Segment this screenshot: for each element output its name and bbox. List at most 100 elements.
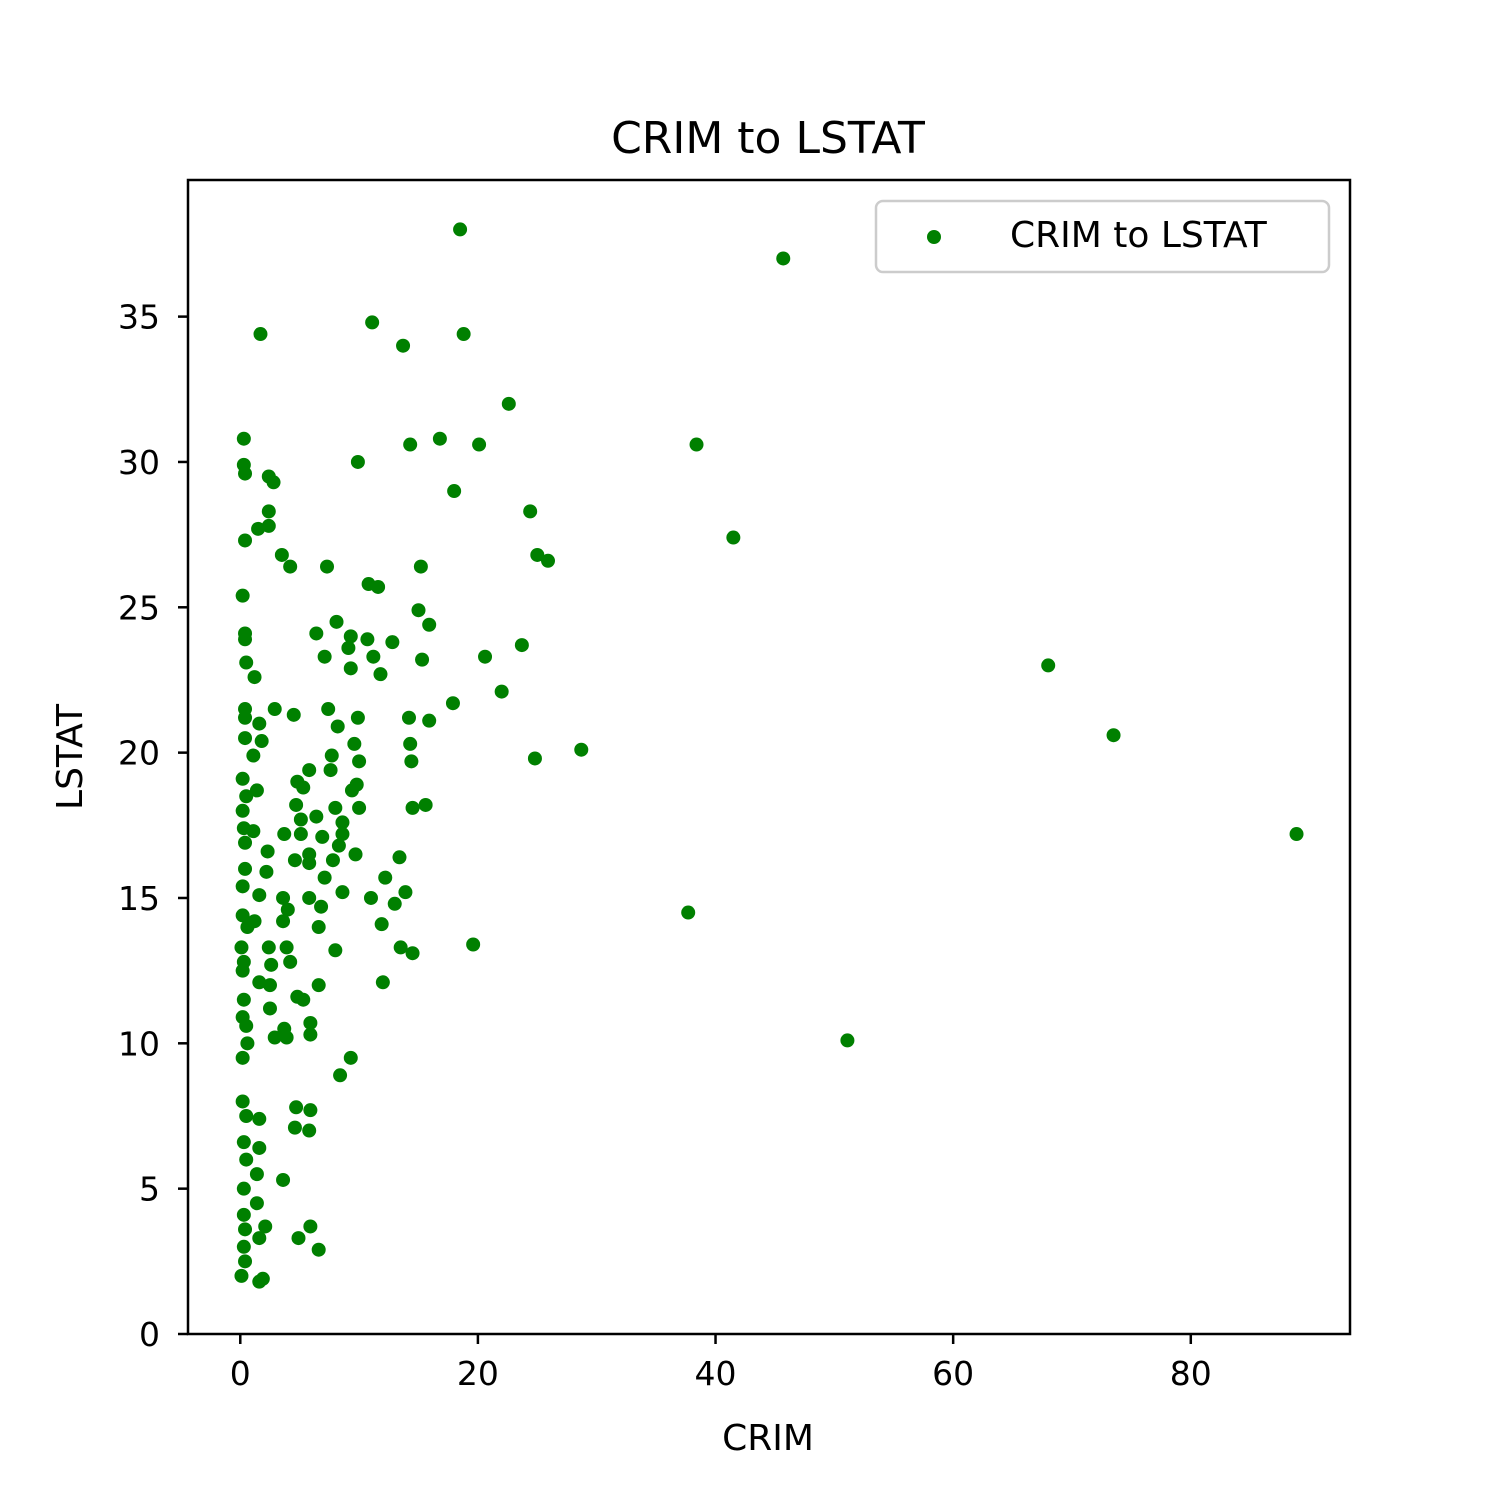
data-point	[260, 844, 275, 859]
data-point	[405, 800, 420, 815]
data-point	[530, 547, 545, 562]
data-point	[276, 890, 291, 905]
legend-box	[874, 199, 1331, 274]
data-point	[302, 763, 317, 778]
data-point	[311, 920, 326, 935]
data-point	[303, 1015, 318, 1030]
data-point	[234, 940, 249, 955]
data-point	[375, 975, 390, 990]
data-point	[302, 1123, 317, 1138]
data-point	[315, 829, 330, 844]
y-tick-label: 30	[118, 443, 160, 482]
data-point	[246, 748, 261, 763]
data-point	[240, 920, 255, 935]
data-point	[341, 640, 356, 655]
data-point	[348, 847, 363, 862]
data-point	[276, 914, 291, 929]
data-point	[347, 736, 362, 751]
data-point	[1289, 827, 1304, 842]
data-point	[261, 518, 276, 533]
data-point	[418, 797, 433, 812]
data-point	[411, 603, 426, 618]
data-point	[1041, 658, 1056, 673]
data-point	[236, 1239, 251, 1254]
data-point	[343, 1050, 358, 1065]
data-point	[726, 530, 741, 545]
data-point	[432, 431, 447, 446]
data-point	[333, 1068, 348, 1083]
data-point	[258, 1219, 273, 1234]
data-point	[252, 1231, 267, 1246]
data-point	[296, 992, 311, 1007]
data-point	[422, 713, 437, 728]
data-point	[681, 905, 696, 920]
plot-area	[188, 180, 1350, 1334]
data-point	[776, 251, 791, 266]
chart-title: CRIM to LSTAT	[611, 113, 925, 164]
data-point	[289, 797, 304, 812]
data-point	[280, 902, 295, 917]
data-point	[252, 975, 267, 990]
data-point	[235, 771, 250, 786]
data-point	[1106, 728, 1121, 743]
data-point	[234, 1268, 249, 1283]
data-point	[274, 547, 289, 562]
data-point	[413, 559, 428, 574]
data-point	[302, 856, 317, 871]
data-point	[314, 899, 329, 914]
data-point	[238, 710, 253, 725]
x-axis-ticks: 0 20 40 60 80	[230, 1334, 1212, 1393]
data-point	[276, 1172, 291, 1187]
data-point	[249, 783, 264, 798]
data-point	[264, 957, 279, 972]
y-tick-label: 20	[118, 734, 160, 773]
data-point	[267, 702, 282, 717]
data-point	[262, 978, 277, 993]
data-point	[398, 885, 413, 900]
data-point	[239, 655, 254, 670]
data-point	[253, 327, 268, 342]
data-point	[261, 940, 276, 955]
y-tick-label: 15	[118, 879, 160, 918]
data-point	[331, 838, 346, 853]
data-point	[296, 780, 311, 795]
data-point	[267, 1030, 282, 1045]
data-point	[309, 809, 324, 824]
data-point	[365, 315, 380, 330]
y-tick-label: 25	[118, 588, 160, 627]
x-tick-label: 60	[932, 1354, 974, 1393]
legend: CRIM to LSTAT	[874, 199, 1331, 274]
data-point	[840, 1033, 855, 1048]
data-point	[574, 742, 589, 757]
x-tick-label: 80	[1170, 1354, 1212, 1393]
data-point	[287, 1120, 302, 1135]
data-point	[373, 667, 388, 682]
data-point	[279, 1030, 294, 1045]
data-point	[689, 437, 704, 452]
data-point	[415, 652, 430, 667]
data-point	[343, 661, 358, 676]
data-point	[494, 684, 509, 699]
data-point	[335, 885, 350, 900]
data-point	[335, 827, 350, 842]
data-point	[366, 649, 381, 664]
data-point	[236, 431, 251, 446]
data-point	[239, 1018, 254, 1033]
data-point	[445, 696, 460, 711]
legend-marker	[927, 230, 941, 244]
plot-frame	[186, 178, 1352, 1336]
data-point	[324, 748, 339, 763]
data-point	[317, 649, 332, 664]
data-point	[523, 504, 538, 519]
y-tick-label: 0	[139, 1315, 160, 1354]
data-point	[293, 827, 308, 842]
data-point	[303, 1103, 318, 1118]
data-point	[514, 638, 529, 653]
y-tick-label: 35	[118, 298, 160, 337]
data-point	[247, 670, 262, 685]
data-point	[235, 879, 250, 894]
data-point	[289, 1100, 304, 1115]
y-tick-label: 5	[139, 1170, 160, 1209]
data-point	[501, 396, 516, 411]
